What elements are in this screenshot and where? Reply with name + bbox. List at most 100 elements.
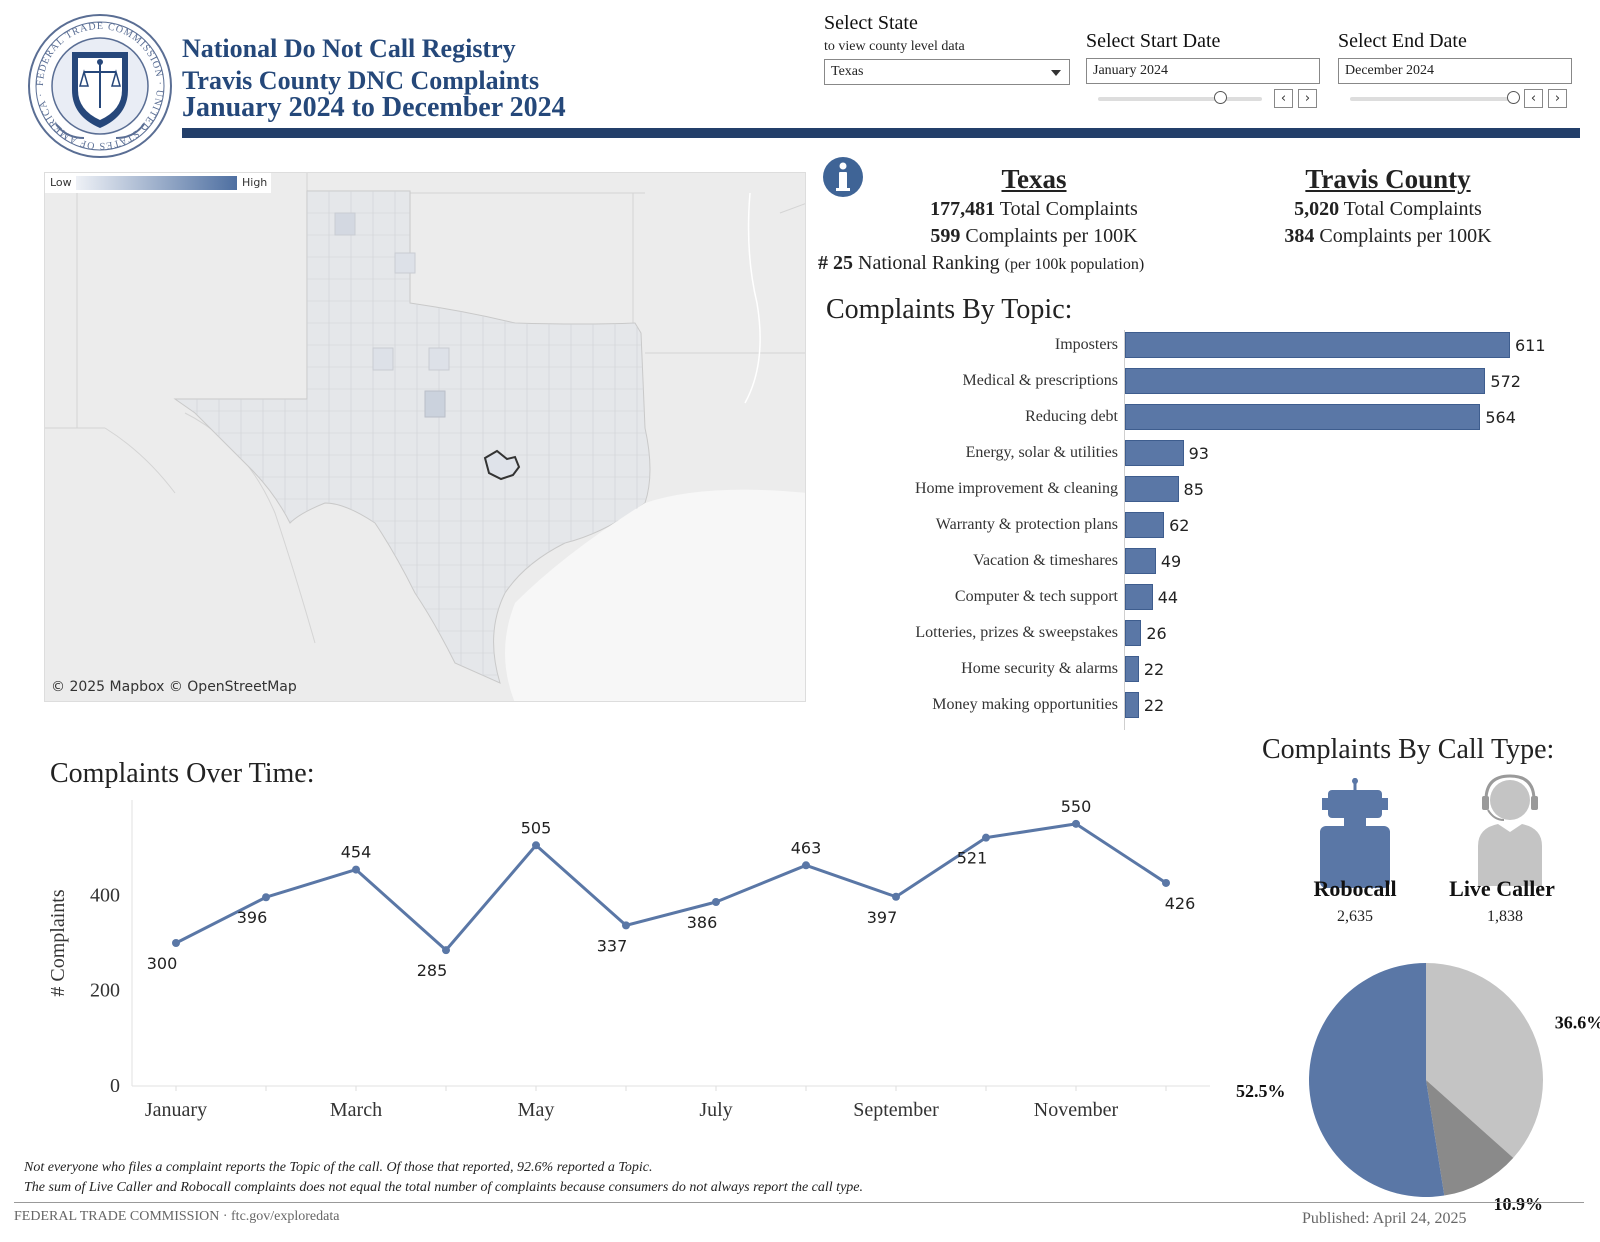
topic-label: Vacation & timeshares bbox=[973, 552, 1118, 569]
topic-bar[interactable] bbox=[1125, 620, 1142, 646]
legend-gradient bbox=[76, 176, 237, 190]
topic-value-label: 62 bbox=[1169, 516, 1190, 535]
headset-person-icon bbox=[1478, 774, 1542, 886]
info-icon[interactable] bbox=[822, 156, 864, 198]
live-caller-count: 1,838 bbox=[1487, 908, 1523, 925]
page-title: National Do Not Call Registry bbox=[182, 34, 516, 63]
topic-value-label: 49 bbox=[1160, 552, 1182, 571]
legend-high-label: High bbox=[242, 176, 268, 189]
pie-slice[interactable] bbox=[1309, 963, 1445, 1197]
page-subtitle: Travis County DNC Complaints bbox=[182, 66, 540, 95]
topic-bar[interactable] bbox=[1125, 476, 1179, 502]
state-total-complaints: 177,481 Total Complaints bbox=[930, 198, 1138, 220]
data-label: 285 bbox=[417, 961, 448, 980]
topic-label: Energy, solar & utilities bbox=[965, 444, 1118, 461]
start-date-input[interactable]: January 2024 bbox=[1086, 58, 1320, 84]
end-date-input[interactable]: December 2024 bbox=[1338, 58, 1572, 84]
topic-label: Medical & prescriptions bbox=[962, 372, 1118, 389]
topic-value-label: 564 bbox=[1485, 408, 1516, 427]
map-attribution[interactable]: © 2025 Mapbox © OpenStreetMap bbox=[51, 679, 297, 695]
topic-value-label: 93 bbox=[1188, 444, 1209, 463]
x-tick-label: May bbox=[518, 1099, 555, 1121]
start-date-prev-button[interactable]: ‹ bbox=[1274, 89, 1293, 108]
start-date-slider[interactable] bbox=[1098, 97, 1262, 101]
topic-value-label: 26 bbox=[1146, 624, 1167, 643]
published-date: Published: April 24, 2025 bbox=[1302, 1210, 1467, 1227]
county-total-complaints: 5,020 Total Complaints bbox=[1294, 198, 1482, 220]
topic-bar[interactable] bbox=[1125, 692, 1139, 718]
data-point[interactable] bbox=[892, 892, 900, 901]
pie-slice[interactable] bbox=[1426, 963, 1543, 1158]
x-tick-label: July bbox=[699, 1099, 732, 1121]
topic-label: Lotteries, prizes & sweepstakes bbox=[915, 624, 1118, 641]
data-label: 521 bbox=[957, 849, 988, 868]
end-date-value: December 2024 bbox=[1345, 63, 1435, 78]
topic-value-label: 44 bbox=[1157, 588, 1179, 607]
y-tick-label: 0 bbox=[110, 1075, 120, 1097]
data-point[interactable] bbox=[982, 833, 990, 842]
data-point[interactable] bbox=[352, 865, 360, 874]
state-name-heading: Texas bbox=[1001, 164, 1067, 194]
topic-label: Money making opportunities bbox=[932, 696, 1118, 713]
data-label: 337 bbox=[597, 936, 628, 955]
footer-divider bbox=[14, 1202, 1584, 1203]
end-date-slider-handle[interactable] bbox=[1507, 91, 1520, 104]
end-date-prev-button[interactable]: ‹ bbox=[1524, 89, 1543, 108]
topic-labels: Imposters Medical & prescriptions Reducing… bbox=[820, 0, 1118, 713]
travis-county-highlight[interactable] bbox=[483, 449, 521, 481]
topic-value-label: 611 bbox=[1515, 336, 1546, 355]
call-type-pie-chart: 36.6% 10.9% 52.5% bbox=[1236, 963, 1600, 1214]
topic-bar[interactable] bbox=[1125, 512, 1165, 538]
x-tick-label: November bbox=[1034, 1099, 1119, 1121]
chevron-down-icon bbox=[1051, 70, 1061, 76]
state-select-label: Select State bbox=[824, 12, 918, 34]
data-point[interactable] bbox=[262, 893, 270, 902]
data-point[interactable] bbox=[532, 841, 540, 850]
state-national-ranking: # 25 National Ranking (per 100k populati… bbox=[818, 252, 1145, 274]
state-select-sublabel: to view county level data bbox=[824, 39, 965, 54]
end-date-next-button[interactable]: › bbox=[1548, 89, 1567, 108]
map-canvas[interactable] bbox=[45, 173, 806, 702]
topic-bar[interactable] bbox=[1125, 332, 1510, 358]
data-point[interactable] bbox=[172, 939, 180, 947]
call-type-footnote: The sum of Live Caller and Robocall comp… bbox=[24, 1180, 863, 1195]
x-tick-label: March bbox=[330, 1099, 382, 1121]
data-label: 397 bbox=[867, 908, 898, 927]
topic-bar[interactable] bbox=[1125, 584, 1153, 610]
topic-bar[interactable] bbox=[1125, 548, 1156, 574]
legend-low-label: Low bbox=[50, 176, 72, 189]
state-select[interactable]: Texas bbox=[824, 59, 1070, 85]
topic-bar[interactable] bbox=[1125, 368, 1486, 394]
start-date-slider-handle[interactable] bbox=[1214, 91, 1227, 104]
topic-value-label: 22 bbox=[1143, 696, 1165, 715]
start-date-next-button[interactable]: › bbox=[1298, 89, 1317, 108]
topic-bar[interactable] bbox=[1125, 656, 1139, 682]
county-name-heading: Travis County bbox=[1305, 164, 1471, 194]
topic-value-label: 85 bbox=[1183, 480, 1204, 499]
topic-bar[interactable] bbox=[1125, 440, 1184, 466]
end-date-slider[interactable] bbox=[1350, 97, 1514, 101]
topic-label: Home improvement & cleaning bbox=[914, 480, 1118, 497]
pie-slice[interactable] bbox=[1426, 1080, 1514, 1196]
data-point[interactable] bbox=[712, 898, 720, 907]
pie-slice-label: 52.5% bbox=[1236, 1081, 1286, 1101]
data-label: 386 bbox=[687, 913, 718, 932]
county-map[interactable]: Low High © 2025 Mapbox © OpenStreetMap bbox=[44, 172, 806, 702]
topic-label: Imposters bbox=[1054, 336, 1118, 353]
footer-brand[interactable]: FEDERAL TRADE COMMISSION · ftc.gov/explo… bbox=[14, 1209, 340, 1224]
header-divider bbox=[182, 128, 1580, 138]
series-line bbox=[175, 822, 1167, 952]
x-tick-label: September bbox=[853, 1099, 939, 1121]
y-tick-label: 400 bbox=[90, 884, 120, 906]
data-point[interactable] bbox=[1162, 878, 1170, 887]
y-tick-label: 200 bbox=[90, 980, 120, 1002]
topics-title: Complaints By Topic: bbox=[826, 294, 1073, 325]
data-point[interactable] bbox=[442, 946, 450, 955]
topic-bar[interactable] bbox=[1125, 404, 1481, 430]
data-point[interactable] bbox=[622, 921, 630, 930]
topic-footnote: Not everyone who files a complaint repor… bbox=[24, 1160, 653, 1175]
data-point[interactable] bbox=[1072, 819, 1080, 828]
data-label: 505 bbox=[521, 818, 552, 837]
data-point[interactable] bbox=[802, 861, 810, 870]
data-label: 300 bbox=[147, 954, 178, 973]
